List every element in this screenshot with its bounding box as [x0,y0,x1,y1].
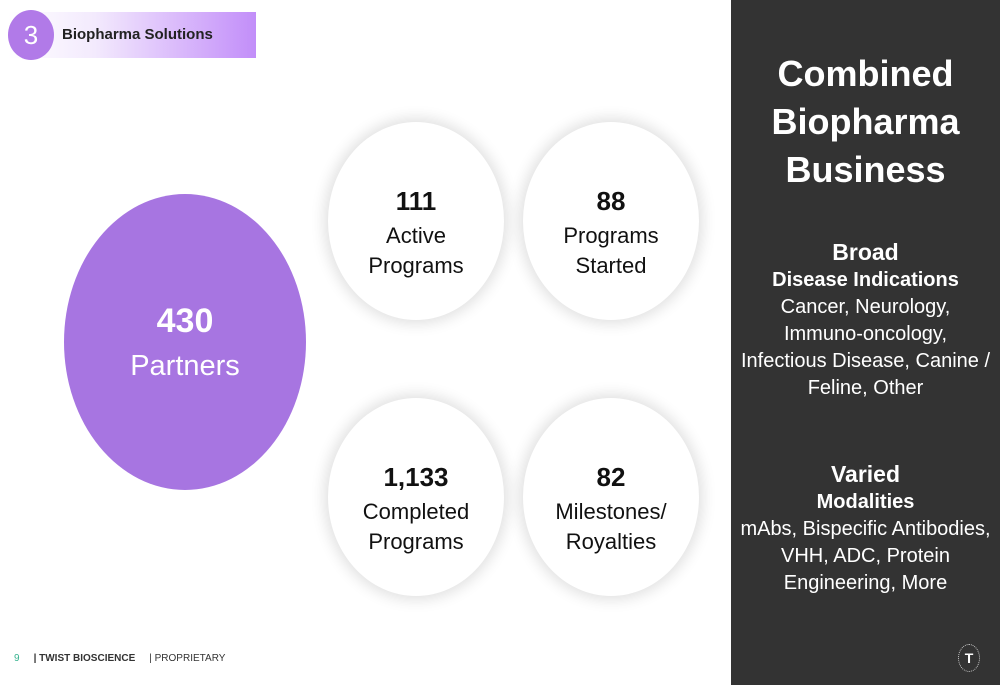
stat-label: Completed Programs [362,499,470,554]
partners-circle: 430 Partners [64,194,306,490]
group-subheading: Disease Indications [772,269,959,291]
partners-label: Partners [130,350,240,382]
stat-label: Active Programs [368,223,464,278]
stat-value: 88 [596,186,626,216]
group-body: mAbs, Bispecific Antibodies, VHH, ADC, P… [740,518,991,594]
group-subheading: Modalities [816,491,915,513]
modalities-group: Varied Modalities mAbs, Bispecific Antib… [735,460,996,597]
stat-value: 82 [596,462,626,492]
footer-label: | PROPRIETARY [149,653,226,664]
stat-bubble-programs-started: 88 Programs Started [523,122,699,320]
stat-bubble-completed-programs: 1,133 Completed Programs [328,398,504,596]
footer: 9 | TWIST BIOSCIENCE | PROPRIETARY [14,653,225,664]
disease-indications-group: Broad Disease Indications Cancer, Neurol… [735,238,996,402]
footer-company: | TWIST BIOSCIENCE [33,653,136,664]
section-title: Biopharma Solutions [62,26,213,43]
page-number: 9 [14,653,20,664]
partners-value: 430 [156,302,214,340]
group-heading: Varied [830,461,901,487]
group-body: Cancer, Neurology, Immuno-oncology, Infe… [740,296,991,399]
stat-bubble-active-programs: 111 Active Programs [328,122,504,320]
stat-bubble-milestones-royalties: 82 Milestones/ Royalties [523,398,699,596]
stat-label: Programs Started [563,223,659,278]
group-heading: Broad [832,239,899,265]
stat-value: 111 [395,186,437,216]
stat-label: Milestones/ Royalties [555,499,667,554]
twist-logo-icon: T [958,644,980,672]
stat-value: 1,133 [383,462,449,492]
panel-title: Combined Biopharma Business [771,53,960,190]
section-header: 3 Biopharma Solutions [8,10,256,60]
summary-panel: Combined Biopharma Business Broad Diseas… [731,0,1000,685]
section-number-badge: 3 [8,10,54,60]
